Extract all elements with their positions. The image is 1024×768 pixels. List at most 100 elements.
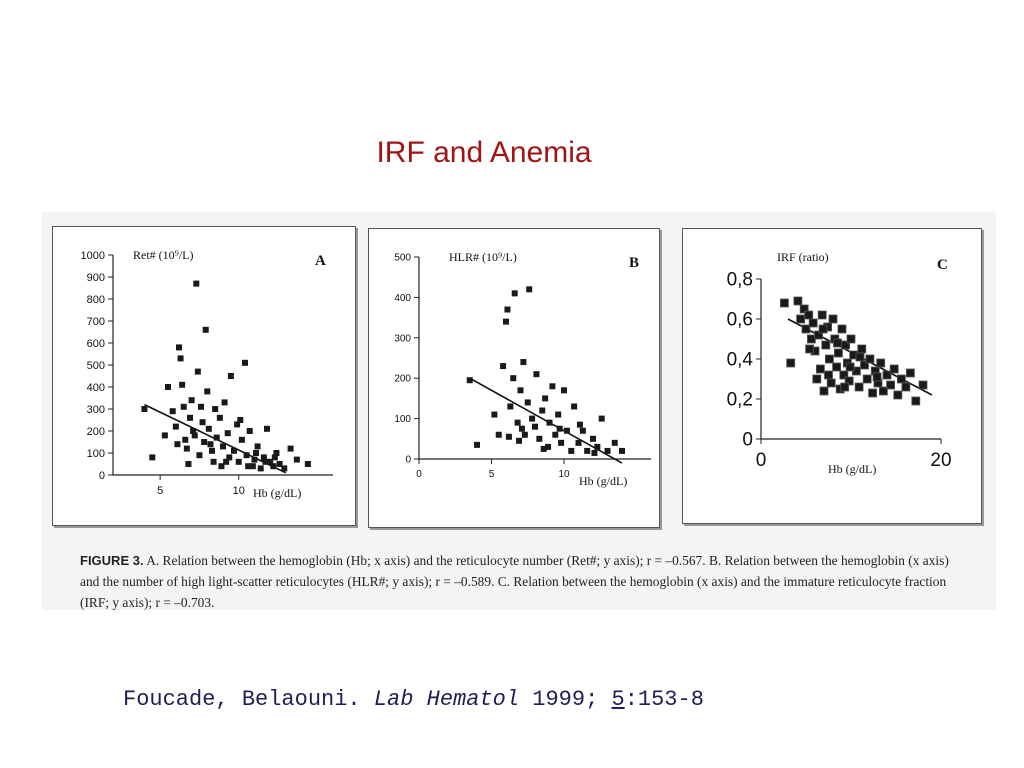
- chart-a-data-point: [221, 399, 228, 406]
- chart-c-data-point: [846, 334, 856, 344]
- chart-b-x-axis-label: Hb (g/dL): [579, 474, 627, 488]
- chart-b-data-point: [556, 425, 563, 432]
- chart-c-data-point: [786, 358, 796, 368]
- scatter-plot-a: 0 100 200 300 400 500 600 700 800 900 1000 5 10 Ret# …: [52, 226, 356, 526]
- chart-b-svg: 0 100 200 300 400 500 0 5 10 HLR# (10⁹/L) Hb (g/dL…: [394, 250, 651, 488]
- chart-a-data-point: [185, 461, 192, 467]
- chart-c-data-point: [805, 344, 814, 354]
- chart-a-data-point: [234, 421, 241, 428]
- chart-a-y-tick-label: 700: [87, 316, 105, 328]
- chart-a-data-point: [260, 454, 267, 461]
- chart-b-data-point: [536, 435, 543, 442]
- figure-caption: FIGURE 3. A. Relation between the hemogl…: [80, 550, 960, 613]
- chart-a-data-point: [242, 359, 248, 366]
- chart-c-x-axis-label: Hb (g/dL): [828, 462, 876, 476]
- slide-title: IRF and Anemia: [376, 136, 592, 169]
- chart-c-data-point: [814, 330, 824, 340]
- chart-c-data-point: [824, 354, 834, 364]
- chart-c-data-point: [833, 348, 843, 358]
- chart-c-y-tick-label: 0,8: [727, 270, 753, 291]
- chart-a-data-point: [216, 414, 223, 421]
- chart-a-y-tick-label: 600: [87, 338, 105, 350]
- chart-a-x-tick-label: 5: [157, 485, 163, 497]
- chart-b-data-point: [466, 377, 473, 384]
- chart-a-y-tick-label: 500: [87, 360, 105, 372]
- chart-a-data-point: [212, 406, 219, 412]
- citation-authors: Foucade, Belaouni.: [123, 687, 361, 712]
- chart-b-data-point: [598, 415, 605, 422]
- chart-b-data-point: [571, 403, 578, 410]
- chart-c-data-point: [828, 314, 838, 324]
- chart-a-data-point: [231, 447, 237, 454]
- chart-c-data-point: [812, 374, 822, 384]
- scatter-plot-b: 0 100 200 300 400 500 0 5 10 HLR# (10⁹/L) Hb (g/dL…: [368, 228, 660, 528]
- chart-b-data-point: [503, 318, 509, 325]
- chart-c-x-tick-label: 0: [756, 450, 767, 471]
- chart-b-x-tick-label: 10: [558, 469, 570, 480]
- chart-a-data-point: [218, 463, 225, 470]
- chart-a-y-tick-label: 100: [87, 448, 105, 460]
- chart-a-data-point: [180, 403, 187, 410]
- chart-c-data-point: [821, 340, 831, 350]
- chart-c-data-point: [893, 390, 903, 400]
- chart-c-data-point: [824, 370, 833, 380]
- chart-a-data-point: [238, 436, 245, 443]
- chart-b-data-point: [533, 371, 540, 378]
- chart-c-panel-letter: C: [937, 257, 948, 273]
- chart-c-data-point: [818, 324, 828, 334]
- chart-a-data-point: [183, 445, 190, 452]
- chart-a-data-point: [202, 326, 209, 333]
- chart-c-data-point: [819, 386, 829, 396]
- chart-c-y-tick-label: 0: [742, 430, 753, 451]
- chart-c-data-point: [780, 298, 789, 308]
- chart-c-data-point: [799, 304, 809, 314]
- chart-c-data-point: [854, 382, 864, 392]
- chart-c-y-axis-label: IRF (ratio): [777, 250, 829, 264]
- chart-b-data-point: [575, 439, 582, 446]
- chart-a-data-point: [243, 452, 250, 459]
- chart-a-data-point: [251, 456, 258, 463]
- chart-b-data-point: [524, 399, 531, 406]
- chart-b-data-point: [526, 286, 533, 293]
- chart-a-data-point: [271, 454, 278, 461]
- chart-a-y-axis-label: Ret# (10⁹/L): [133, 248, 194, 262]
- chart-a-data-point: [177, 355, 184, 362]
- chart-a-y-tick-label: 0: [99, 470, 105, 482]
- chart-b-data-point: [584, 447, 591, 454]
- chart-a-data-point: [204, 388, 211, 395]
- chart-a-data-point: [276, 461, 283, 467]
- chart-a-data-point: [213, 434, 220, 441]
- figure-caption-text: A. Relation between the hemoglobin (Hb; …: [80, 553, 949, 610]
- chart-b-data-point: [521, 431, 528, 438]
- chart-b-data-point: [604, 447, 611, 454]
- chart-b-data-point: [590, 435, 596, 442]
- chart-a-data-point: [149, 454, 156, 461]
- chart-a-y-tick-label: 900: [87, 272, 105, 284]
- chart-a-data-point: [207, 441, 214, 448]
- chart-a-data-point: [174, 441, 181, 448]
- chart-c-data-point: [801, 324, 811, 334]
- chart-b-data-point: [516, 437, 523, 444]
- chart-c-data-point: [840, 382, 850, 392]
- chart-c-data-point: [855, 352, 865, 362]
- chart-b-data-point: [529, 415, 536, 422]
- chart-b-data-point: [549, 383, 556, 390]
- chart-a-data-point: [187, 414, 193, 421]
- chart-b-y-tick-label: 500: [394, 253, 411, 264]
- chart-c-data-point: [862, 374, 872, 384]
- chart-c-data-point: [817, 310, 827, 320]
- chart-b-data-point: [576, 421, 583, 428]
- chart-c-data-point: [878, 386, 888, 396]
- chart-a-data-point: [176, 344, 182, 351]
- chart-a-data-point: [224, 430, 231, 437]
- chart-b-y-tick-label: 100: [394, 414, 411, 425]
- chart-a-data-point: [273, 450, 280, 456]
- citation-year: 1999;: [532, 687, 599, 712]
- chart-b-data-point: [507, 403, 514, 410]
- chart-b-y-tick-label: 400: [394, 293, 411, 304]
- chart-a-data-point: [209, 447, 215, 454]
- chart-a-data-point: [227, 373, 234, 379]
- chart-b-data-point: [545, 443, 552, 450]
- chart-a-panel-letter: A: [315, 253, 326, 269]
- chart-c-data-point: [911, 396, 921, 406]
